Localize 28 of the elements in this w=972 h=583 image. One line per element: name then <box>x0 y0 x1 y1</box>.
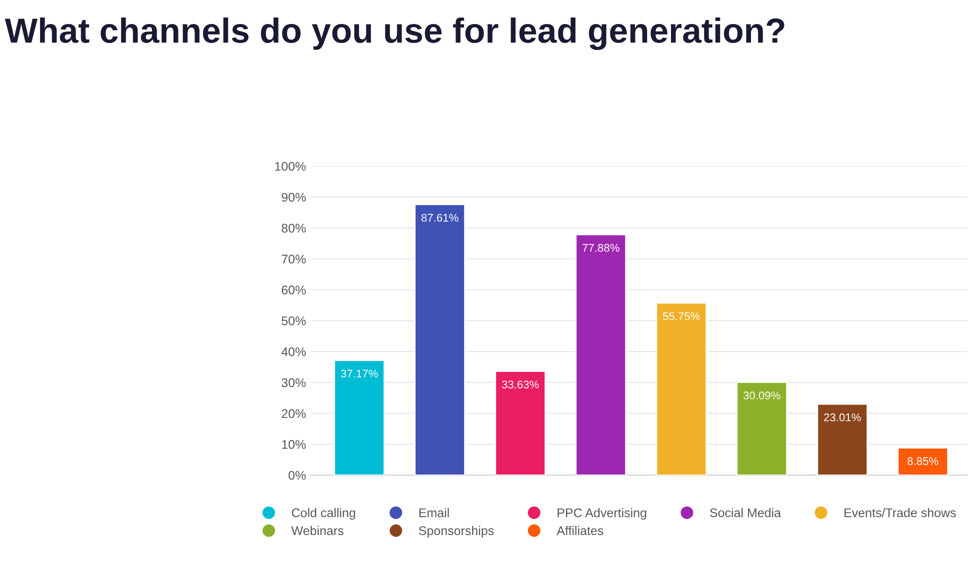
y-tick-label: 40% <box>281 347 306 356</box>
data-label: 77.88% <box>582 244 620 252</box>
data-label: 23.01% <box>824 413 861 422</box>
data-label: 55.75% <box>662 312 700 320</box>
y-tick-label: 10% <box>282 440 306 449</box>
y-tick-label: 90% <box>282 192 306 202</box>
y-tick-label: 20% <box>282 409 306 418</box>
data-label: 87.61% <box>421 214 458 222</box>
legend-label: Sponsorships <box>418 526 494 538</box>
legend-label: Events/Trade shows <box>844 508 956 518</box>
data-label: 30.09% <box>743 392 780 400</box>
y-tick-label: 70% <box>282 254 306 264</box>
legend-label: Webinars <box>291 526 344 536</box>
y-tick-label: 60% <box>282 286 306 294</box>
y-tick-label: 80% <box>282 224 306 233</box>
chart-title: What channels do you use for lead generation? <box>4 17 784 50</box>
y-tick-label: 0% <box>288 470 306 480</box>
data-label: 37.17% <box>340 370 378 378</box>
legend-label: Email <box>419 508 449 518</box>
legend-label: Cold calling <box>292 508 356 520</box>
data-label: 8.85% <box>908 457 938 466</box>
y-tick-label: 100% <box>275 162 306 171</box>
data-label: 33.63% <box>502 380 539 388</box>
legend-label: Social Media <box>710 508 782 518</box>
y-tick-label: 50% <box>282 316 306 326</box>
y-tick-label: 30% <box>282 378 306 388</box>
legend-label: PPC Advertising <box>558 508 646 520</box>
legend-label: Affiliates <box>556 526 604 536</box>
